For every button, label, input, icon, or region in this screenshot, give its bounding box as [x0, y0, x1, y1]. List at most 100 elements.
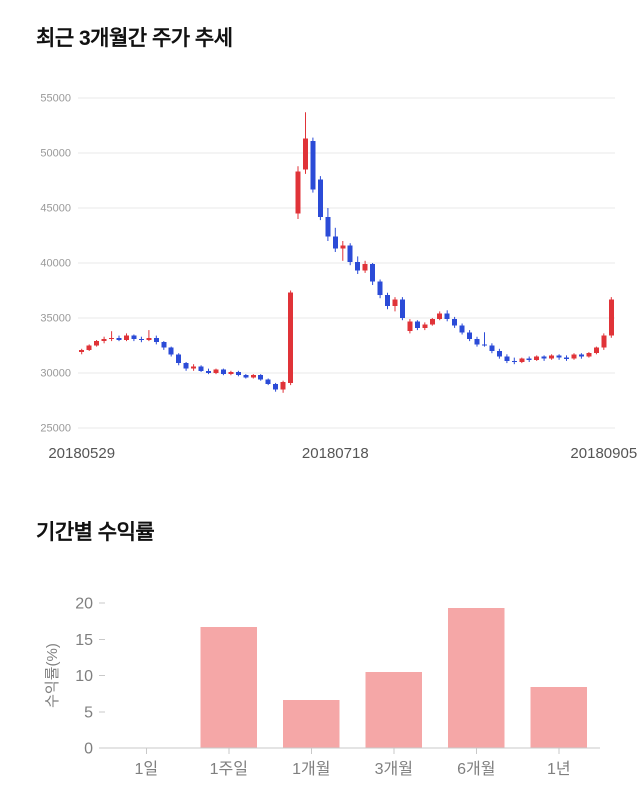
- y-axis-tick-label: 20: [75, 596, 93, 613]
- candle-body: [392, 299, 398, 306]
- candle-body: [198, 366, 204, 371]
- candle-body: [243, 375, 249, 378]
- y-axis-tick-label: 0: [84, 741, 93, 758]
- candle-body: [459, 325, 465, 333]
- candle-body: [280, 381, 286, 390]
- returns-bar-chart: 0 5 10 15 20 1일 1주일 1개월 3개월 6개월 1년 수익률(%): [44, 596, 600, 778]
- candle-body: [340, 245, 346, 249]
- x-axis-category-label: 1주일: [210, 760, 248, 778]
- candle-body: [101, 338, 107, 342]
- x-axis-date-label: 20180905: [570, 445, 637, 462]
- candle-body: [191, 366, 197, 369]
- candle-body: [347, 245, 353, 262]
- y-axis-tick-label: 30000: [40, 368, 71, 380]
- candle-body: [303, 138, 308, 170]
- candle-body: [235, 371, 241, 376]
- candle-body: [109, 337, 115, 339]
- candle-body: [310, 140, 316, 190]
- candle-body: [586, 353, 592, 357]
- candle-body: [608, 299, 614, 336]
- candle-body: [79, 349, 85, 353]
- candle-body: [578, 354, 584, 357]
- returns-chart-title: 기간별 수익률: [36, 521, 155, 544]
- candle-body: [265, 379, 271, 384]
- candle-body: [131, 335, 137, 339]
- candle-body: [399, 299, 405, 318]
- candle-body: [504, 356, 510, 361]
- x-axis-category-label: 1년: [547, 760, 571, 778]
- candle-body: [452, 319, 458, 326]
- candle-body: [385, 294, 390, 306]
- candle-body: [161, 342, 167, 348]
- y-axis-tick-label: 50000: [40, 148, 71, 160]
- candle-body: [153, 337, 159, 343]
- candle-body: [407, 321, 413, 332]
- candle-body: [116, 337, 122, 340]
- candle-body: [593, 347, 599, 354]
- candle-body: [414, 321, 420, 328]
- candle-body: [146, 337, 152, 340]
- x-axis-category-label: 1일: [134, 760, 158, 778]
- candle-body: [601, 335, 607, 348]
- y-axis-tick-label: 40000: [40, 258, 71, 270]
- candle-body: [541, 356, 547, 359]
- return-bar: [365, 671, 422, 748]
- x-axis-category-label: 1개월: [292, 760, 330, 778]
- candle-body: [228, 371, 234, 375]
- candle-body: [556, 355, 562, 358]
- candle-body: [295, 171, 301, 214]
- candle-body: [511, 360, 517, 363]
- price-chart-title: 최근 3개월간 주가 추세: [36, 27, 233, 50]
- candle-body: [250, 375, 256, 378]
- candle-body: [377, 281, 383, 295]
- y-axis-title: 수익률(%): [44, 643, 61, 708]
- candle-body: [496, 351, 502, 357]
- candle-body: [519, 358, 525, 362]
- return-bar: [530, 687, 587, 748]
- candle-body: [526, 358, 532, 360]
- candle-body: [86, 345, 92, 350]
- candle-body: [288, 292, 294, 383]
- candle-body: [489, 345, 495, 351]
- candle-body: [325, 216, 331, 237]
- candle-body: [549, 355, 555, 359]
- candle-body: [168, 347, 174, 355]
- candle-body: [183, 363, 189, 369]
- candle-body: [220, 369, 226, 375]
- candle-body: [370, 264, 376, 282]
- y-axis-tick-label: 45000: [40, 203, 71, 215]
- candle-body: [94, 341, 100, 346]
- candle-body: [482, 344, 487, 346]
- x-axis-date-label: 20180529: [48, 445, 115, 462]
- y-axis-tick-label: 5: [84, 704, 93, 721]
- candle-body: [176, 354, 182, 364]
- candle-body: [422, 324, 428, 328]
- candle-body: [258, 375, 264, 380]
- candle-body: [564, 357, 569, 359]
- candle-body: [429, 319, 435, 325]
- candle-body: [444, 313, 450, 320]
- x-axis-category-label: 3개월: [375, 760, 413, 778]
- y-axis-tick-label: 15: [75, 632, 93, 649]
- candle-body: [213, 369, 219, 373]
- y-axis-tick-label: 10: [75, 668, 93, 685]
- x-axis-category-label: 6개월: [457, 760, 495, 778]
- candle-body: [138, 338, 144, 341]
- candle-body: [124, 335, 129, 340]
- return-bar: [200, 626, 257, 748]
- candle-body: [317, 179, 323, 217]
- y-axis-tick-label: 35000: [40, 313, 71, 325]
- candle-body: [437, 313, 443, 320]
- candle-body: [534, 356, 540, 360]
- y-axis-tick-label: 55000: [40, 93, 71, 105]
- candle-body: [332, 236, 338, 249]
- y-axis-tick-label: 25000: [40, 423, 71, 435]
- x-axis-date-label: 20180718: [302, 445, 369, 462]
- return-bar: [448, 608, 505, 748]
- candlestick-chart: 25000 30000 35000 40000 45000 50000 55000 20180…: [40, 93, 637, 463]
- candle-body: [571, 354, 577, 359]
- candle-body: [355, 261, 361, 271]
- candle-body: [467, 332, 473, 339]
- candle-body: [362, 264, 368, 271]
